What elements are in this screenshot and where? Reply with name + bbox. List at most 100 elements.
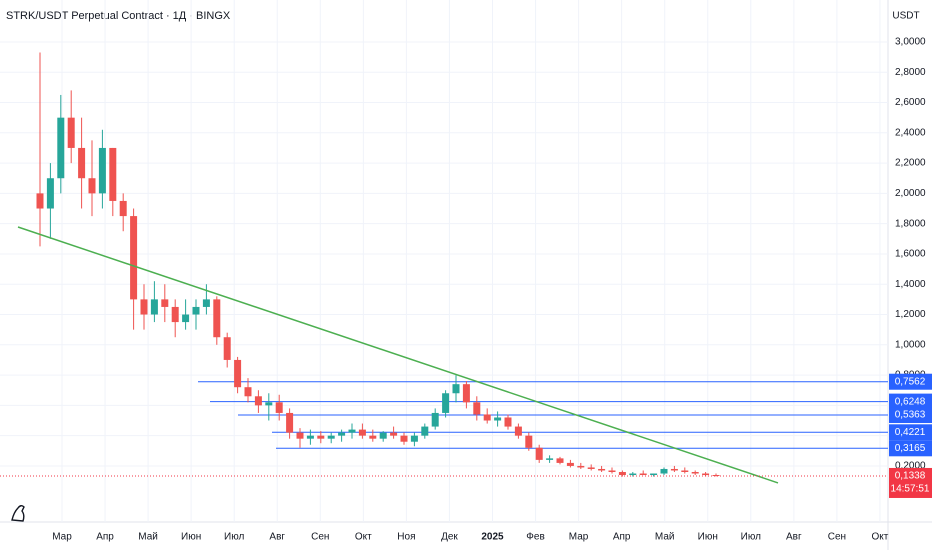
candle-body bbox=[473, 402, 481, 415]
level-label-box bbox=[889, 440, 932, 457]
y-tick-label: 2,2000 bbox=[895, 158, 926, 169]
candle-body bbox=[629, 473, 637, 476]
level-label: 0,6248 bbox=[895, 396, 926, 407]
currency-label: USDT bbox=[892, 11, 919, 22]
y-tick-label: 2,4000 bbox=[895, 127, 926, 138]
y-tick-label: 3,0000 bbox=[895, 37, 926, 48]
y-tick-label: 1,0000 bbox=[895, 339, 926, 350]
candle-body bbox=[566, 462, 574, 466]
candle-body bbox=[535, 447, 543, 460]
x-tick-label: Июн bbox=[698, 532, 718, 543]
candle-body bbox=[504, 417, 512, 427]
y-tick-label: 1,8000 bbox=[895, 218, 926, 229]
y-tick-label: 2,6000 bbox=[895, 97, 926, 108]
level-label-box bbox=[889, 393, 932, 410]
trendline bbox=[17, 226, 779, 484]
level-label: 0,3165 bbox=[895, 443, 926, 454]
x-tick-label: Июл bbox=[741, 532, 761, 543]
x-tick-label: Сен bbox=[311, 532, 329, 543]
candle-body bbox=[462, 384, 470, 403]
x-tick-label: Авг bbox=[269, 532, 285, 543]
candle-body bbox=[598, 468, 606, 471]
candle-body bbox=[702, 473, 710, 476]
countdown-label: 14:57:51 bbox=[891, 484, 930, 495]
candle-body bbox=[275, 402, 283, 413]
last-price-label: 0,1338 bbox=[895, 471, 926, 482]
level-label-box bbox=[889, 407, 932, 424]
x-tick-label: Сен bbox=[828, 532, 846, 543]
candle-body bbox=[650, 473, 658, 476]
candle-body bbox=[88, 178, 96, 194]
candle-body bbox=[182, 314, 190, 323]
candle-body bbox=[296, 432, 304, 439]
candle-body bbox=[514, 426, 522, 436]
candle-body bbox=[265, 402, 273, 406]
candle-body bbox=[202, 299, 210, 307]
x-tick-label: Окт bbox=[355, 532, 372, 543]
y-tick-label: 0,2000 bbox=[895, 461, 926, 472]
candle-body bbox=[712, 475, 720, 477]
candle-body bbox=[369, 435, 377, 439]
x-tick-label: Дек bbox=[441, 532, 458, 543]
chart-title: STRK/USDT Perpetual Contract · 1Д · BING… bbox=[6, 10, 231, 22]
candle-body bbox=[98, 147, 106, 194]
candle-body bbox=[234, 359, 242, 388]
candle-body bbox=[431, 412, 439, 427]
candle-body bbox=[670, 468, 678, 471]
candle-body bbox=[379, 432, 387, 439]
x-tick-label: Май bbox=[655, 532, 675, 543]
candle-body bbox=[546, 458, 554, 460]
candle-body bbox=[140, 299, 148, 315]
candle-body bbox=[67, 117, 75, 148]
candle-body bbox=[36, 193, 44, 209]
x-tick-label: Фев bbox=[526, 532, 544, 543]
candle-body bbox=[254, 396, 262, 406]
level-label-box bbox=[889, 424, 932, 441]
candle-body bbox=[483, 414, 491, 421]
candle-body bbox=[348, 429, 356, 433]
candle-body bbox=[223, 337, 231, 360]
y-tick-label: 1,2000 bbox=[895, 309, 926, 320]
candle-body bbox=[691, 471, 699, 474]
candle-body bbox=[494, 417, 502, 421]
level-label: 0,7562 bbox=[895, 376, 926, 387]
candle-body bbox=[338, 432, 346, 436]
x-tick-label: Мар bbox=[569, 532, 589, 543]
candle-body bbox=[192, 306, 200, 315]
candle-body bbox=[57, 117, 65, 179]
candle-body bbox=[660, 468, 668, 474]
x-tick-label: Авг bbox=[786, 532, 802, 543]
candle-body bbox=[618, 471, 626, 476]
candle-body bbox=[358, 429, 366, 436]
logo bbox=[11, 505, 25, 522]
candle-body bbox=[244, 387, 252, 397]
candle-body bbox=[442, 393, 450, 413]
x-tick-label: Мар bbox=[52, 532, 72, 543]
candle-body bbox=[681, 470, 689, 472]
candle-body bbox=[556, 458, 564, 463]
candle-body bbox=[130, 216, 138, 300]
y-tick-label: 1,4000 bbox=[895, 279, 926, 290]
candle-body bbox=[46, 178, 54, 209]
y-tick-label: 2,0000 bbox=[895, 188, 926, 199]
candle-body bbox=[306, 435, 314, 439]
x-tick-label: Ноя bbox=[397, 532, 415, 543]
candle-body bbox=[390, 432, 398, 436]
candle-body bbox=[327, 435, 335, 439]
y-tick-label: 1,6000 bbox=[895, 249, 926, 260]
candle-body bbox=[421, 426, 429, 436]
x-tick-label: Окт bbox=[872, 532, 889, 543]
candle-body bbox=[317, 435, 325, 439]
candle-body bbox=[400, 435, 408, 442]
candle-body bbox=[587, 467, 595, 469]
x-tick-label: Апр bbox=[613, 532, 631, 543]
candle-body bbox=[608, 470, 616, 472]
x-tick-label: Май bbox=[138, 532, 158, 543]
candle-body bbox=[286, 412, 294, 433]
y-tick-label: 2,8000 bbox=[895, 67, 926, 78]
candle-body bbox=[119, 200, 127, 217]
x-tick-label: Июл bbox=[224, 532, 244, 543]
level-label: 0,5363 bbox=[895, 410, 926, 421]
candle-body bbox=[161, 299, 169, 307]
